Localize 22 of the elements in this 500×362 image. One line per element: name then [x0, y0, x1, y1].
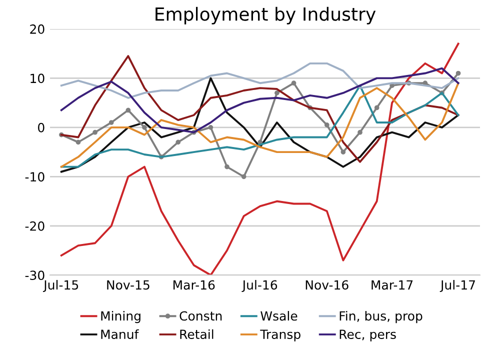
x-tick-label: Nov-15 — [107, 280, 150, 290]
x-tick-label: Mar-17 — [372, 280, 413, 290]
x-tick-label: Nov-16 — [306, 280, 348, 290]
y-tick-label: 20 — [30, 24, 44, 34]
y-tick-label: -20 — [25, 221, 44, 231]
chart-title: Employment by Industry — [156, 6, 376, 24]
legend-label: Rec, pers — [340, 330, 396, 342]
legend-label: Mining — [101, 310, 140, 324]
x-tick-label: Jul-15 — [43, 280, 78, 292]
legend-label: Fin, bus, prop — [340, 310, 422, 324]
y-tick-label: 0 — [38, 122, 44, 132]
y-tick-label: -10 — [25, 172, 44, 182]
legend-label: Manuf — [101, 329, 139, 340]
legend-label: Constn — [180, 311, 222, 321]
legend-label: Retail — [180, 329, 214, 340]
y-tick-label: 10 — [30, 74, 44, 84]
x-tick-label: Jul-17 — [440, 280, 475, 292]
x-tick-label: Jul-16 — [242, 280, 278, 292]
x-tick-label: Mar-16 — [174, 280, 215, 290]
y-tick-label: -30 — [25, 270, 44, 280]
legend-label: Wsale — [260, 310, 298, 321]
legend-label: Transp — [260, 330, 300, 342]
